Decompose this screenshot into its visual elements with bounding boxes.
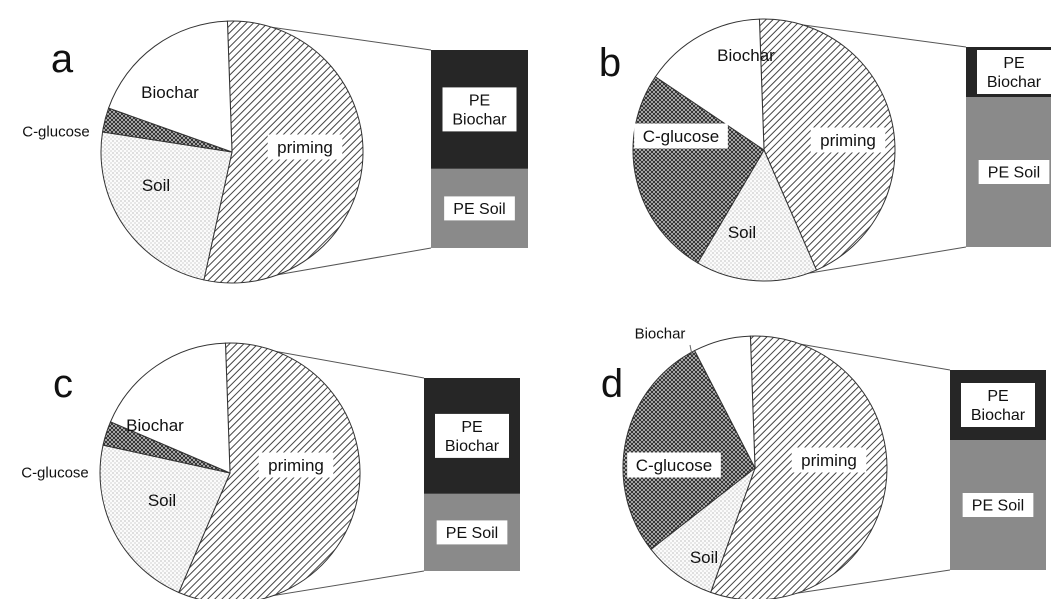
pie-label-priming: priming [277,138,333,157]
bar-label-pe-soil: PE Soil [453,201,505,218]
pie-label-c-glucose: C-glucose [22,123,90,140]
pie-label-priming-box [258,452,334,478]
panel-letter: b [599,41,621,85]
bar-label-pe-biochar-box [442,87,517,132]
pie-label-c-glucose: C-glucose [643,127,720,146]
pie-slice-c-glucose [622,349,756,550]
pie-label-c-glucose: C-glucose [21,464,89,481]
bar-label-pe-biochar: PE Biochar [971,388,1026,424]
pie-label-biochar: Biochar [126,416,184,435]
pie-label-soil: Soil [690,548,718,567]
bar-label-pe-soil: PE Soil [988,165,1040,182]
bar-label-pe-soil: PE Soil [446,525,498,542]
panel-letter: d [601,362,623,406]
pie-label-priming: priming [820,131,876,150]
pie-label-biochar: Biochar [635,325,686,342]
pie-label-soil: Soil [728,223,756,242]
bar-label-pe-biochar: PE Biochar [445,419,500,455]
panel-a: priming Soil C-glucose Biochar PE Soil PE Bioc… [22,20,528,284]
pie-label-c-glucose-box [634,123,728,149]
pie-label-priming-box [810,127,886,153]
pie-slice-biochar [654,18,765,151]
panel-c: priming Soil C-glucose Biochar PE Soil PE Bioc… [21,342,520,599]
pie-slice-biochar [107,20,233,153]
pie-slice-c-glucose [632,76,765,264]
panel-d: priming Soil C-glucose Biochar PE Soil PE Bioc… [601,325,1046,599]
pie-label-priming: priming [801,451,857,470]
bar-label-pe-biochar: PE Biochar [452,92,507,128]
pie-label-priming: priming [268,456,324,475]
pie-slice-soil [697,148,818,282]
bar-label-pe-soil-box [962,493,1034,517]
bar-label-pe-biochar-box [977,50,1051,94]
bar-label-pe-soil-box [444,196,515,221]
connector-line-top [773,20,967,48]
panel-b: priming Soil C-glucose Biochar PE Soil PE Bioc… [599,18,1051,282]
pie-label-c-glucose-box [627,452,721,478]
bar-label-pe-soil: PE Soil [972,498,1024,515]
bar-label-pe-biochar-box [435,413,509,458]
pie-slice-soil [100,131,233,281]
pie-slice-soil [99,444,231,594]
bar-label-pe-biochar-box [961,383,1035,427]
bar-label-pe-soil-box [978,160,1050,184]
bar-label-pe-biochar: PE Biochar [987,55,1042,91]
pie-label-c-glucose: C-glucose [636,456,713,475]
bar-label-pe-soil-box [436,520,508,545]
pie-slice-biochar [693,335,756,469]
pie-label-priming-box [791,447,867,473]
pie-slice-biochar [109,342,231,474]
pie-label-priming-box [267,134,343,160]
panel-letter: c [53,362,73,406]
pie-label-soil: Soil [148,491,176,510]
pie-label-biochar: Biochar [717,46,775,65]
pie-label-biochar: Biochar [141,83,199,102]
leader-line [689,344,693,356]
pie-label-soil: Soil [142,176,170,195]
panel-letter: a [51,37,74,81]
